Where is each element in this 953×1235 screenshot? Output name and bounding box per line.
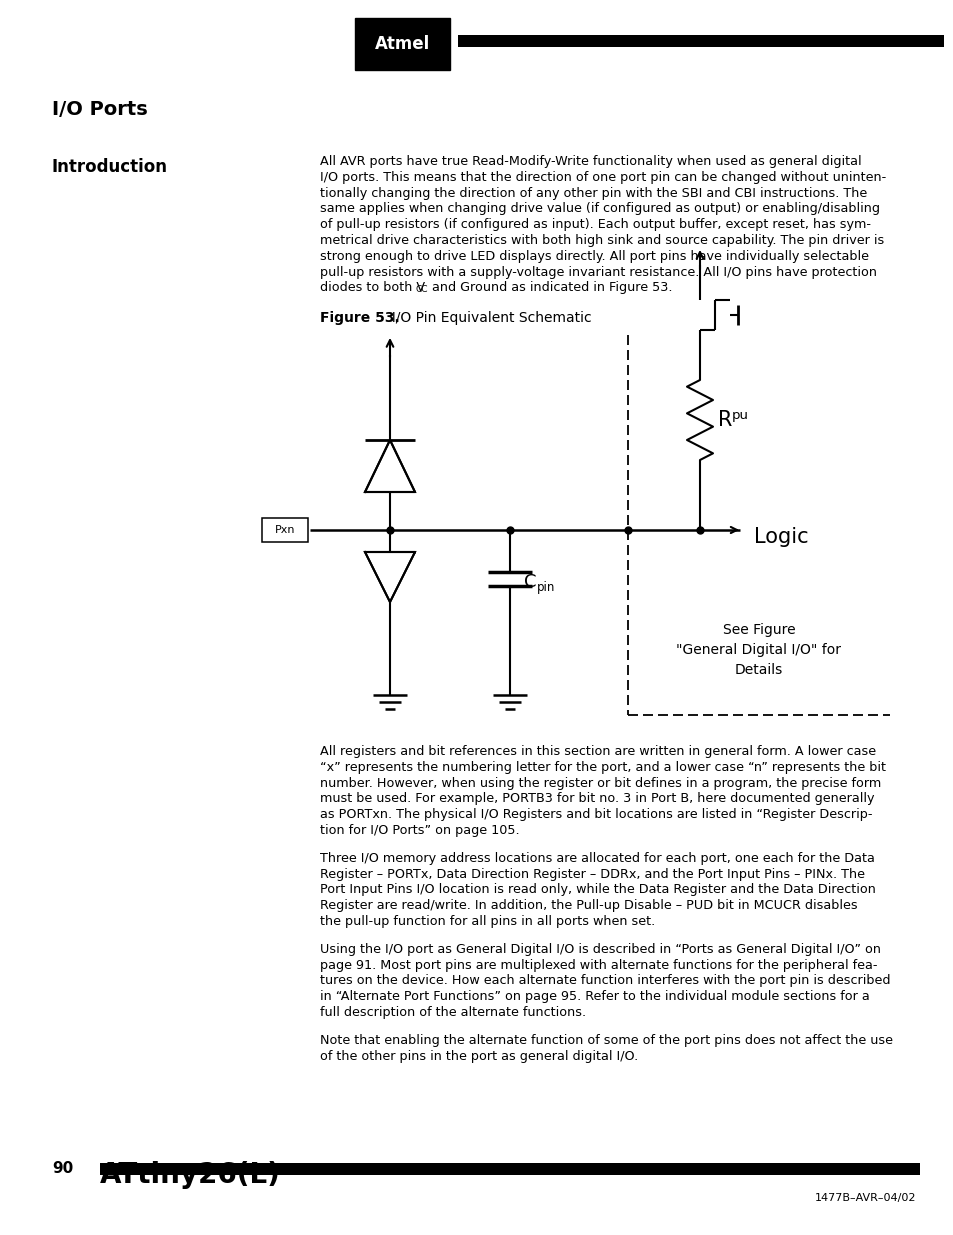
Text: page 91. Most port pins are multiplexed with alternate functions for the periphe: page 91. Most port pins are multiplexed …: [319, 958, 877, 972]
Polygon shape: [365, 552, 415, 601]
Text: "General Digital I/O" for: "General Digital I/O" for: [676, 643, 841, 657]
Text: Atmel: Atmel: [375, 35, 430, 53]
Text: in “Alternate Port Functions” on page 95. Refer to the individual module section: in “Alternate Port Functions” on page 95…: [319, 990, 869, 1003]
Text: tures on the device. How each alternate function interferes with the port pin is: tures on the device. How each alternate …: [319, 974, 889, 988]
Text: pin: pin: [537, 580, 555, 594]
Text: same applies when changing drive value (if configured as output) or enabling/dis: same applies when changing drive value (…: [319, 203, 879, 215]
Text: must be used. For example, PORTB3 for bit no. 3 in Port B, here documented gener: must be used. For example, PORTB3 for bi…: [319, 793, 874, 805]
Polygon shape: [365, 440, 415, 492]
Text: Register are read/write. In addition, the Pull-up Disable – PUD bit in MCUCR dis: Register are read/write. In addition, th…: [319, 899, 857, 913]
Text: pu: pu: [731, 409, 748, 421]
Text: Logic: Logic: [753, 527, 808, 547]
Text: Three I/O memory address locations are allocated for each port, one each for the: Three I/O memory address locations are a…: [319, 852, 874, 864]
Text: Note that enabling the alternate function of some of the port pins does not affe: Note that enabling the alternate functio…: [319, 1034, 892, 1047]
Text: strong enough to drive LED displays directly. All port pins have individually se: strong enough to drive LED displays dire…: [319, 249, 868, 263]
Text: Details: Details: [734, 663, 782, 677]
Text: Register – PORTx, Data Direction Register – DDRx, and the Port Input Pins – PINx: Register – PORTx, Data Direction Registe…: [319, 868, 864, 881]
Text: CC: CC: [416, 285, 428, 294]
Text: ATtiny26(L): ATtiny26(L): [100, 1161, 280, 1189]
Text: 1477B–AVR–04/02: 1477B–AVR–04/02: [814, 1193, 915, 1203]
Text: I/O ports. This means that the direction of one port pin can be changed without : I/O ports. This means that the direction…: [319, 170, 885, 184]
Text: I/O Ports: I/O Ports: [52, 100, 148, 119]
Text: All AVR ports have true Read-Modify-Write functionality when used as general dig: All AVR ports have true Read-Modify-Writ…: [319, 156, 861, 168]
Bar: [355, 19, 450, 70]
Text: the pull-up function for all pins in all ports when set.: the pull-up function for all pins in all…: [319, 915, 655, 927]
Text: Pxn: Pxn: [274, 525, 294, 535]
Text: pull-up resistors with a supply-voltage invariant resistance. All I/O pins have : pull-up resistors with a supply-voltage …: [319, 266, 876, 279]
Text: Figure 53.: Figure 53.: [319, 311, 399, 325]
Text: I/O Pin Equivalent Schematic: I/O Pin Equivalent Schematic: [382, 311, 591, 325]
Text: Port Input Pins I/O location is read only, while the Data Register and the Data : Port Input Pins I/O location is read onl…: [319, 883, 875, 897]
Text: R: R: [718, 410, 732, 430]
Text: of the other pins in the port as general digital I/O.: of the other pins in the port as general…: [319, 1050, 638, 1062]
Text: Using the I/O port as General Digital I/O is described in “Ports as General Digi: Using the I/O port as General Digital I/…: [319, 942, 880, 956]
Text: 90: 90: [52, 1161, 73, 1176]
Text: and Ground as indicated in Figure 53.: and Ground as indicated in Figure 53.: [428, 282, 672, 294]
Text: “x” represents the numbering letter for the port, and a lower case “n” represent: “x” represents the numbering letter for …: [319, 761, 885, 774]
Bar: [262, 517, 308, 542]
Bar: [457, 35, 943, 47]
Text: metrical drive characteristics with both high sink and source capability. The pi: metrical drive characteristics with both…: [319, 233, 883, 247]
Text: tion for I/O Ports” on page 105.: tion for I/O Ports” on page 105.: [319, 824, 519, 837]
Text: diodes to both V: diodes to both V: [319, 282, 425, 294]
Bar: [100, 1163, 919, 1174]
Text: C: C: [523, 573, 536, 592]
Text: Introduction: Introduction: [52, 158, 168, 177]
Text: of pull-up resistors (if configured as input). Each output buffer, except reset,: of pull-up resistors (if configured as i…: [319, 219, 870, 231]
Text: as PORTxn. The physical I/O Registers and bit locations are listed in “Register : as PORTxn. The physical I/O Registers an…: [319, 808, 872, 821]
Text: All registers and bit references in this section are written in general form. A : All registers and bit references in this…: [319, 745, 875, 758]
Text: See Figure: See Figure: [722, 622, 795, 637]
Text: number. However, when using the register or bit defines in a program, the precis: number. However, when using the register…: [319, 777, 881, 789]
Text: full description of the alternate functions.: full description of the alternate functi…: [319, 1007, 585, 1019]
Text: tionally changing the direction of any other pin with the SBI and CBI instructio: tionally changing the direction of any o…: [319, 186, 866, 200]
